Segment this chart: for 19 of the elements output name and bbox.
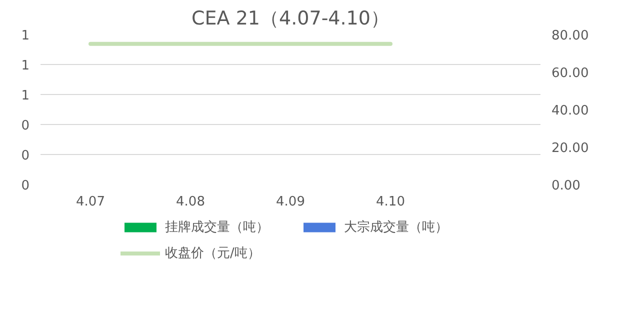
y2-tick-label: 20.00 — [552, 141, 589, 156]
y-tick-label: 0 — [21, 118, 30, 134]
y-tick-label: 1 — [21, 28, 30, 44]
y2-tick-label: 0.00 — [552, 178, 580, 194]
x-tick-label: 4.08 — [176, 194, 205, 210]
legend-label: 大宗成交量（吨） — [344, 219, 448, 236]
chart-title: CEA 21（4.07-4.10） — [192, 8, 390, 30]
y-tick-label: 1 — [21, 58, 30, 74]
legend-label: 收盘价（元/吨） — [165, 245, 260, 262]
legend-label: 挂牌成交量（吨） — [165, 219, 269, 236]
x-tick-label: 4.09 — [276, 194, 305, 210]
x-tick-label: 4.10 — [376, 194, 405, 210]
y-tick-label: 0 — [21, 178, 30, 194]
y-tick-label: 0 — [21, 148, 30, 164]
y2-tick-label: 60.00 — [552, 66, 589, 81]
x-tick-label: 4.07 — [76, 194, 105, 210]
y-tick-label: 1 — [21, 88, 30, 104]
y2-tick-label: 40.00 — [552, 104, 589, 118]
y2-tick-label: 80.00 — [552, 28, 589, 44]
